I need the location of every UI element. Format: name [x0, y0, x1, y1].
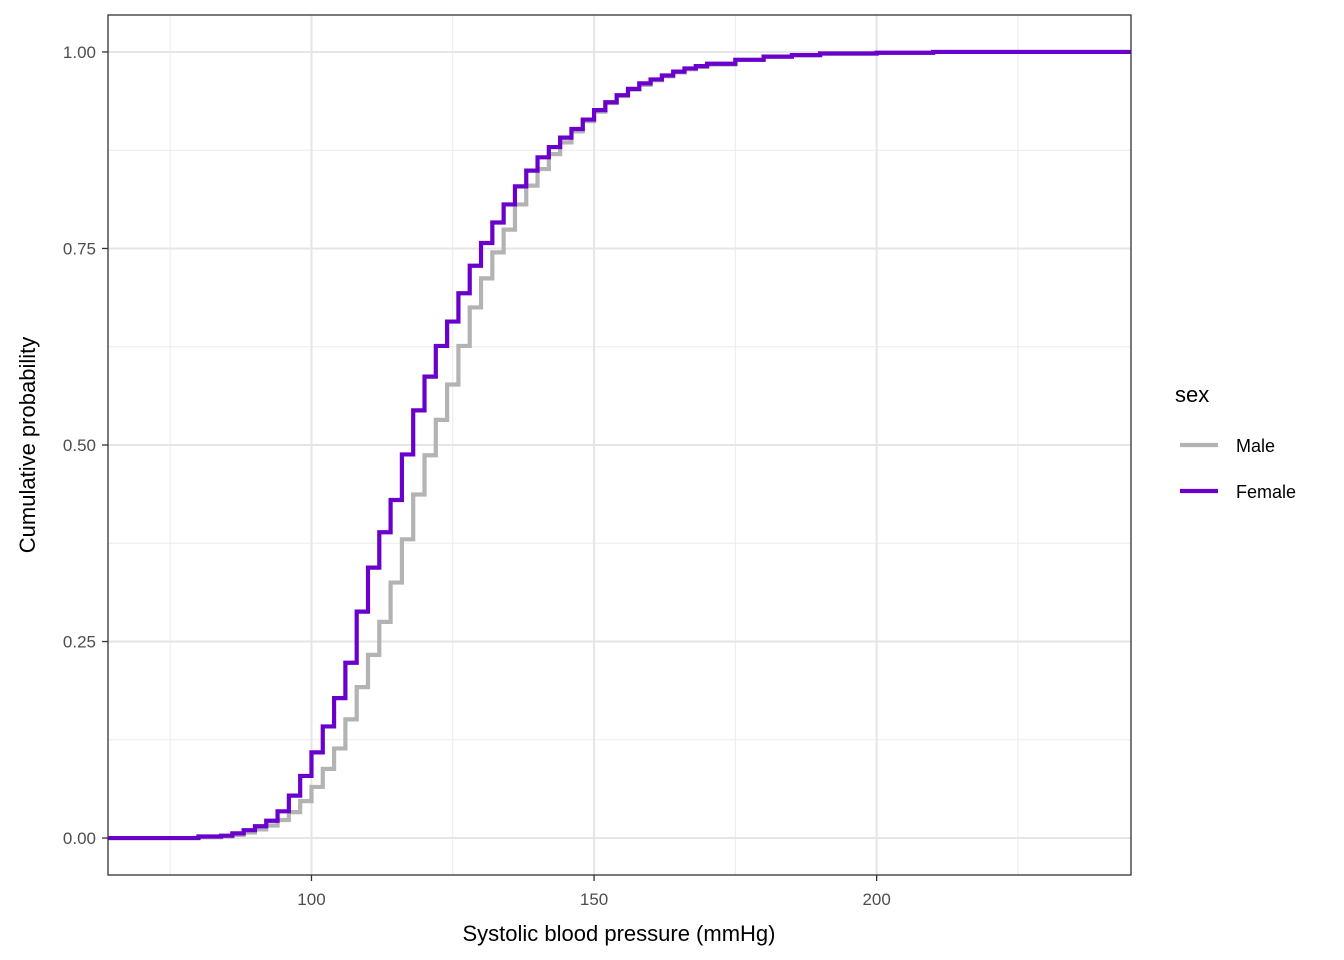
y-tick-label: 1.00: [63, 43, 96, 62]
y-tick-label: 0.00: [63, 829, 96, 848]
series-line-female: [108, 49, 1131, 841]
y-axis-title: Cumulative probability: [15, 337, 40, 553]
y-tick-label: 0.25: [63, 633, 96, 652]
x-tick-label: 150: [580, 890, 608, 909]
legend-title: sex: [1175, 382, 1209, 407]
x-axis-title: Systolic blood pressure (mmHg): [463, 921, 776, 946]
series-lines: [108, 49, 1131, 841]
legend: sex Male Female: [1175, 382, 1296, 502]
legend-entries: Male Female: [1180, 436, 1296, 502]
x-axis: 100 150 200: [297, 875, 891, 909]
legend-label-male: Male: [1236, 436, 1275, 456]
legend-label-female: Female: [1236, 482, 1296, 502]
y-axis: 0.00 0.25 0.50 0.75 1.00: [63, 43, 108, 848]
major-gridlines: [108, 15, 1131, 875]
x-tick-label: 100: [297, 890, 325, 909]
y-tick-label: 0.50: [63, 436, 96, 455]
x-tick-label: 200: [862, 890, 890, 909]
y-tick-label: 0.75: [63, 239, 96, 258]
